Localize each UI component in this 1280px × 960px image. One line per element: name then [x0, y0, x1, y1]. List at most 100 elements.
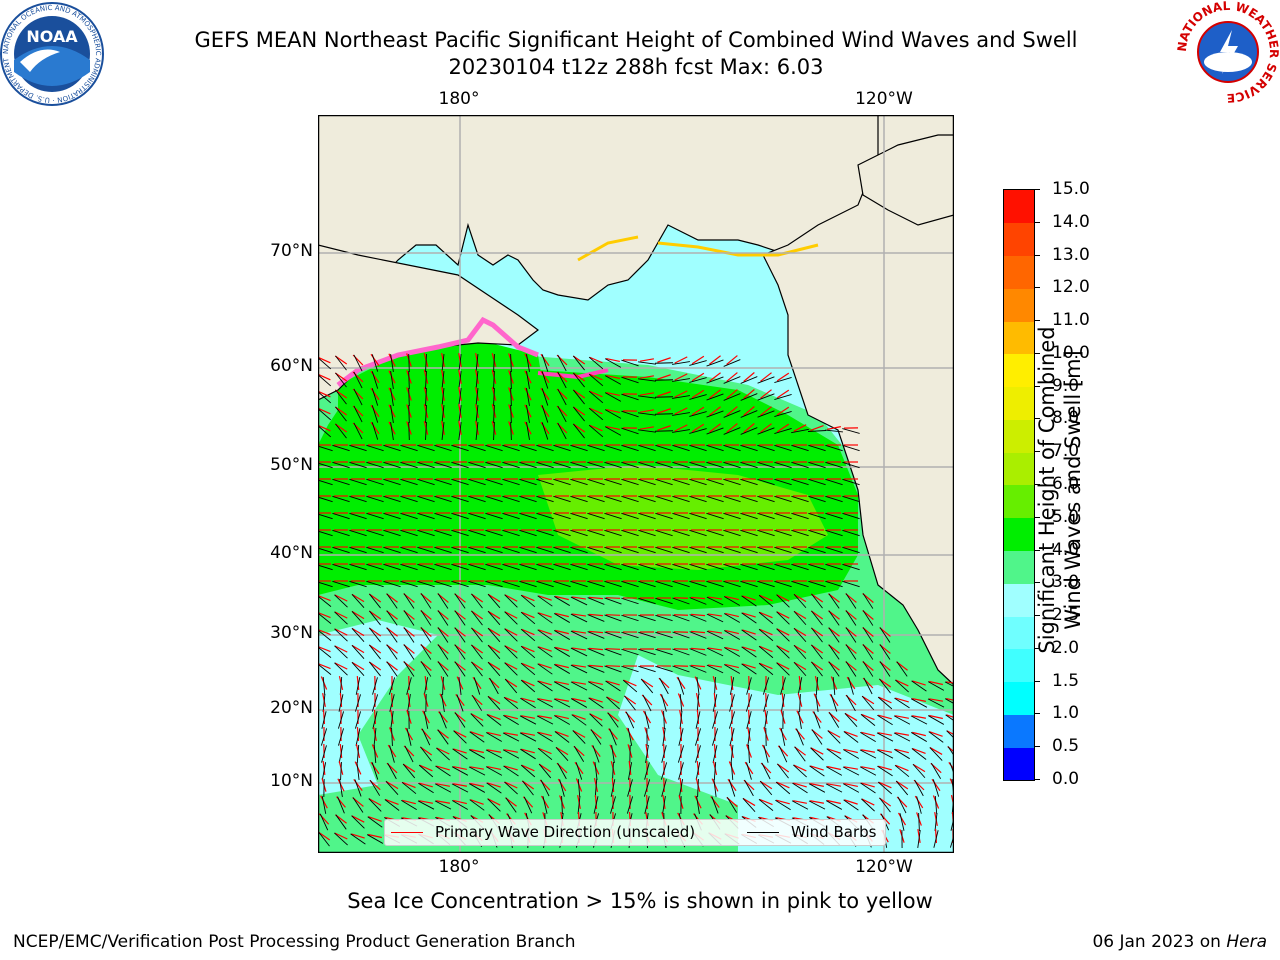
wave-direction-arrow: [793, 627, 807, 637]
wind-barb: [485, 563, 503, 571]
wind-barb: [334, 832, 348, 846]
wind-barb: [485, 529, 503, 537]
wave-direction-arrow: [521, 764, 535, 772]
wind-barb: [879, 644, 891, 660]
wind-barb: [663, 710, 665, 730]
wind-barb: [468, 749, 486, 759]
wind-barb: [612, 761, 614, 781]
wave-direction-arrow: [572, 714, 586, 720]
wave-direction-arrow: [759, 798, 773, 806]
wind-barb: [487, 695, 501, 711]
wind-barb: [437, 661, 449, 677]
wind-barb: [502, 461, 520, 469]
wind-barb: [621, 444, 639, 452]
wave-direction-arrow: [725, 646, 739, 652]
wind-barb: [808, 546, 826, 554]
wave-direction-arrow: [776, 406, 790, 416]
wind-barb: [863, 677, 873, 695]
wave-direction-arrow: [453, 799, 467, 805]
wave-direction-arrow: [810, 765, 824, 771]
wave-direction-arrow: [742, 663, 756, 669]
wind-barb: [451, 766, 469, 776]
wave-direction-arrow: [674, 407, 688, 415]
wave-direction-arrow: [339, 743, 343, 759]
wave-direction-arrow: [929, 698, 943, 702]
wave-direction-arrow: [370, 370, 380, 384]
wind-barb: [895, 679, 909, 693]
footer-credit: NCEP/EMC/Verification Post Processing Pr…: [13, 932, 576, 952]
wind-barb: [441, 422, 445, 440]
wind-barb: [541, 371, 549, 389]
wave-direction-arrow: [709, 355, 721, 365]
wind-barb: [712, 745, 718, 763]
wind-barb: [468, 766, 486, 776]
wave-direction-arrow: [725, 612, 739, 618]
wave-direction-arrow: [663, 743, 665, 759]
wind-barb: [417, 512, 435, 520]
wind-barb: [537, 595, 553, 607]
wind-barb: [862, 644, 874, 660]
wind-barb: [706, 647, 724, 657]
wind-barb: [493, 353, 495, 373]
wind-barb: [504, 645, 518, 659]
wave-direction-arrow: [370, 404, 380, 418]
wind-barb: [353, 405, 363, 423]
wind-barb: [351, 594, 365, 608]
wind-barb: [672, 546, 690, 554]
wind-barb: [354, 711, 362, 729]
wind-barb: [400, 529, 418, 537]
wave-direction-arrow: [846, 676, 856, 690]
wave-direction-arrow: [623, 679, 637, 687]
wave-direction-arrow: [878, 765, 892, 771]
wind-barb: [791, 546, 809, 554]
wind-barb: [746, 677, 752, 695]
wave-direction-arrow: [743, 406, 755, 416]
wind-barb: [471, 593, 483, 609]
wave-direction-arrow: [727, 778, 737, 792]
wind-barb: [366, 546, 384, 554]
colorbar-tick-label: 3.0: [1052, 572, 1080, 593]
wind-barb: [523, 796, 533, 814]
wind-barb: [570, 681, 588, 691]
wind-barb: [638, 529, 656, 537]
wind-barb: [861, 695, 875, 711]
wave-direction-arrow: [759, 628, 773, 636]
lat-label-10n: 10°N: [270, 771, 313, 791]
wind-barb: [638, 665, 656, 673]
colorbar-tick-label: 7.0: [1052, 441, 1080, 462]
wind-barb: [825, 580, 843, 588]
wave-direction-arrow: [691, 389, 705, 399]
wind-barb: [502, 478, 520, 486]
wind-barb: [689, 512, 707, 520]
wind-barb: [748, 744, 750, 764]
wind-barb: [557, 762, 567, 780]
wind-barb: [914, 779, 924, 797]
wind-barb: [338, 728, 344, 746]
wave-direction-arrow: [897, 812, 907, 826]
wind-barb: [389, 694, 395, 712]
wind-barb: [502, 495, 520, 503]
colorbar-segment: [1004, 550, 1034, 584]
wind-barb: [706, 495, 724, 503]
wind-barb: [741, 646, 757, 658]
wind-barb: [672, 614, 690, 622]
wind-barb: [425, 404, 427, 424]
wind-barb: [842, 749, 860, 759]
wave-direction-arrow: [322, 709, 326, 725]
wind-barb: [726, 797, 738, 813]
wave-direction-arrow: [726, 372, 738, 382]
wind-barb: [825, 495, 843, 503]
wave-direction-arrow: [626, 727, 634, 741]
wave-direction-arrow: [555, 698, 569, 702]
wind-barb: [471, 610, 483, 626]
wave-direction-arrow: [388, 387, 396, 401]
wind-barb: [441, 354, 445, 372]
wind-barb: [638, 648, 656, 656]
wave-direction-arrow: [589, 713, 603, 721]
wave-direction-arrow: [571, 613, 587, 617]
wave-direction-arrow: [606, 374, 620, 380]
wave-direction-arrow: [691, 372, 705, 382]
colorbar-tick: [1034, 516, 1040, 518]
wind-barb: [808, 495, 826, 503]
wave-direction-arrow: [555, 714, 569, 720]
